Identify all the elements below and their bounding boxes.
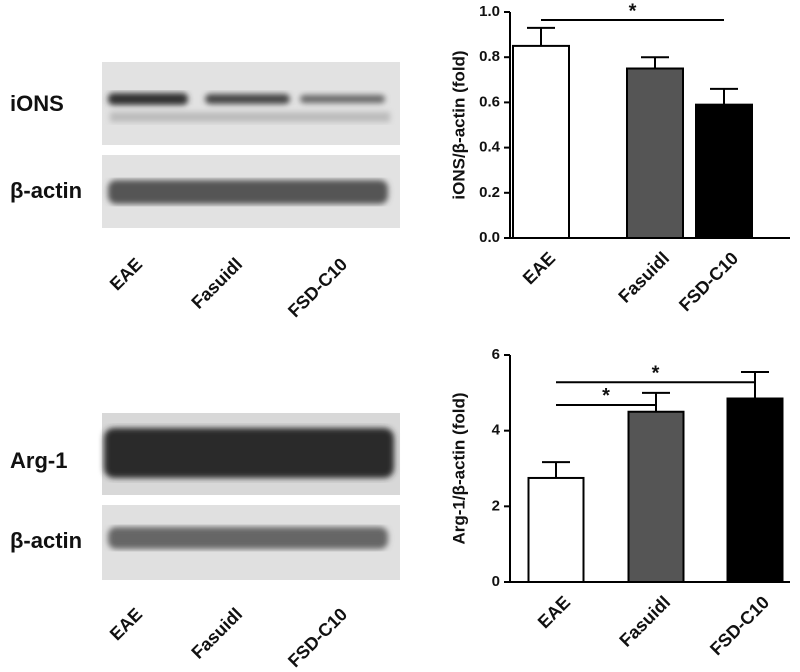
- lane-label: FSD-C10: [284, 254, 351, 321]
- y-tick-label: 0: [492, 573, 500, 590]
- y-tick-label: 2: [492, 497, 500, 514]
- row-label: Arg-1: [10, 448, 67, 473]
- blot-bands: [108, 527, 388, 549]
- x-tick-label: Fasuidl: [614, 248, 673, 307]
- y-tick-label: 0.4: [479, 139, 501, 156]
- significance-label: *: [602, 385, 610, 407]
- y-axis-label: iONS/β-actin (fold): [449, 50, 468, 199]
- y-tick-label: 0.6: [479, 93, 500, 110]
- x-tick-label: FSD-C10: [675, 248, 742, 315]
- y-tick-label: 0.2: [479, 184, 500, 201]
- x-tick-label: EAE: [534, 592, 574, 632]
- lane-label: EAE: [106, 604, 146, 644]
- blot-bands: [108, 93, 390, 122]
- y-tick-label: 0.0: [479, 229, 500, 246]
- bar: [627, 410, 685, 583]
- bar: [695, 103, 753, 239]
- row-label: β-actin: [10, 178, 82, 203]
- x-tick-label: EAE: [519, 248, 559, 288]
- lane-label: FSD-C10: [284, 604, 351, 671]
- row-label: β-actin: [10, 528, 82, 553]
- y-axis-label: Arg-1/β-actin (fold): [449, 392, 468, 544]
- row-label: iONS: [10, 91, 64, 116]
- bar: [512, 44, 570, 240]
- significance-label: *: [629, 0, 637, 22]
- significance-label: *: [652, 363, 660, 385]
- bar: [527, 476, 585, 584]
- blot-bands: [108, 180, 388, 204]
- bar: [726, 397, 784, 583]
- blot-bands: [104, 428, 394, 478]
- y-tick-label: 0.8: [479, 48, 500, 65]
- lane-label: Fasuidl: [187, 254, 246, 313]
- lane-label: Fasuidl: [187, 604, 246, 663]
- x-tick-label: FSD-C10: [706, 592, 773, 659]
- y-tick-label: 6: [492, 346, 500, 363]
- bar: [626, 67, 684, 239]
- x-tick-label: Fasuidl: [615, 592, 674, 651]
- y-tick-label: 4: [492, 422, 501, 439]
- lane-label: EAE: [106, 254, 146, 294]
- y-tick-label: 1.0: [479, 3, 500, 20]
